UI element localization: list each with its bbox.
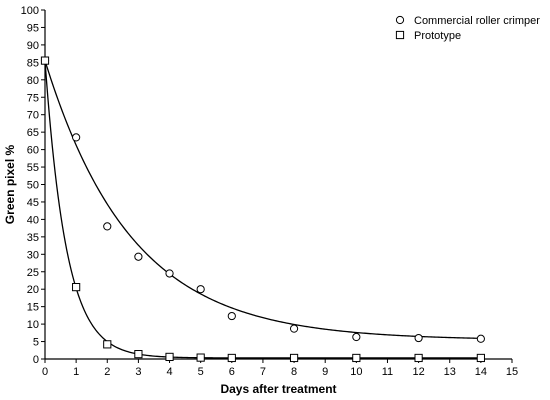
x-tick-label: 3 [135,366,141,378]
x-tick-label: 0 [42,366,48,378]
y-tick-label: 10 [27,319,39,331]
prototype-point [289,353,299,363]
y-tick-label: 100 [21,5,39,17]
commercial-point [414,333,423,343]
y-tick-label: 70 [27,110,39,122]
commercial-point [352,332,361,342]
y-tick-label: 95 [27,22,39,34]
x-tick-label: 5 [198,366,204,378]
x-axis-title: Days after treatment [220,382,336,396]
y-tick-label: 60 [27,145,39,157]
y-tick-label: 80 [27,75,39,87]
commercial-point [227,311,236,321]
x-tick-label: 9 [322,366,328,378]
prototype-point [40,56,50,65]
prototype-point [196,353,205,362]
commercial-point [134,252,143,261]
y-tick-label: 25 [27,267,39,279]
y-tick-label: 15 [27,302,39,314]
legend-marker-commercial [395,15,405,25]
y-tick-label: 35 [27,232,39,244]
prototype-point [165,352,174,362]
axes: 0510152025303540455055606570758085909510… [21,5,518,378]
commercial-point [196,285,205,294]
fit-curves [44,60,481,359]
x-tick-label: 12 [412,366,424,378]
data-points [40,56,485,363]
y-tick-label: 40 [27,214,39,226]
commercial-point [476,334,485,343]
x-tick-label: 6 [229,366,235,378]
x-tick-label: 1 [73,366,79,378]
x-tick-label: 13 [444,366,456,378]
prototype-point [134,350,143,359]
fit-curve-prototype [44,60,481,359]
y-tick-label: 65 [27,127,39,139]
x-tick-label: 2 [104,366,110,378]
x-tick-label: 7 [260,366,266,378]
prototype-point [103,340,112,349]
y-tick-label: 45 [27,197,39,209]
y-tick-label: 30 [27,249,39,261]
y-tick-label: 85 [27,57,39,69]
commercial-point [72,133,81,142]
y-tick-label: 5 [33,337,39,349]
y-tick-label: 55 [27,162,39,174]
x-tick-label: 15 [506,366,518,378]
prototype-point [476,353,485,363]
x-tick-label: 11 [382,366,393,378]
prototype-point [352,353,361,363]
x-tick-label: 8 [291,366,297,378]
x-tick-label: 10 [350,366,362,378]
legend: Commercial roller crimper Prototype [395,15,540,42]
y-tick-label: 50 [27,180,39,192]
commercial-point [103,222,112,231]
prototype-point [72,283,81,292]
legend-marker-prototype [395,30,405,40]
y-tick-label: 20 [27,284,39,296]
prototype-point [227,353,236,363]
x-tick-label: 14 [475,366,487,378]
legend-label-prototype: Prototype [414,30,461,42]
fit-curve-commercial [44,60,481,339]
prototype-point [414,353,423,363]
x-tick-label: 4 [166,366,172,378]
commercial-point [165,269,174,278]
y-axis-title: Green pixel % [3,144,17,224]
commercial-point [289,324,299,333]
legend-label-commercial: Commercial roller crimper [414,15,540,27]
y-tick-label: 90 [27,40,39,52]
y-tick-label: 75 [27,92,39,104]
y-tick-label: 0 [33,354,39,366]
